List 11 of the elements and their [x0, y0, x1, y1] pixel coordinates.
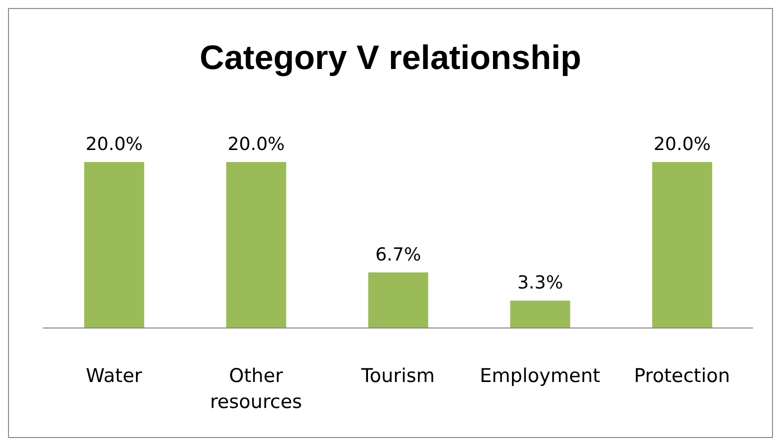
x-tick-label: Other resources — [210, 365, 302, 413]
data-label: 20.0% — [228, 134, 285, 155]
data-label: 20.0% — [86, 134, 143, 155]
x-tick-label: Water — [86, 365, 142, 387]
x-tick-label: Employment — [480, 365, 600, 387]
data-label: 3.3% — [517, 272, 564, 294]
chart-title: Category V relationship — [198, 39, 582, 78]
x-tick-label: Tourism — [360, 365, 435, 387]
data-label: 6.7% — [375, 244, 422, 266]
data-label: 20.0% — [654, 134, 711, 155]
x-tick-label: Protection — [634, 365, 730, 387]
